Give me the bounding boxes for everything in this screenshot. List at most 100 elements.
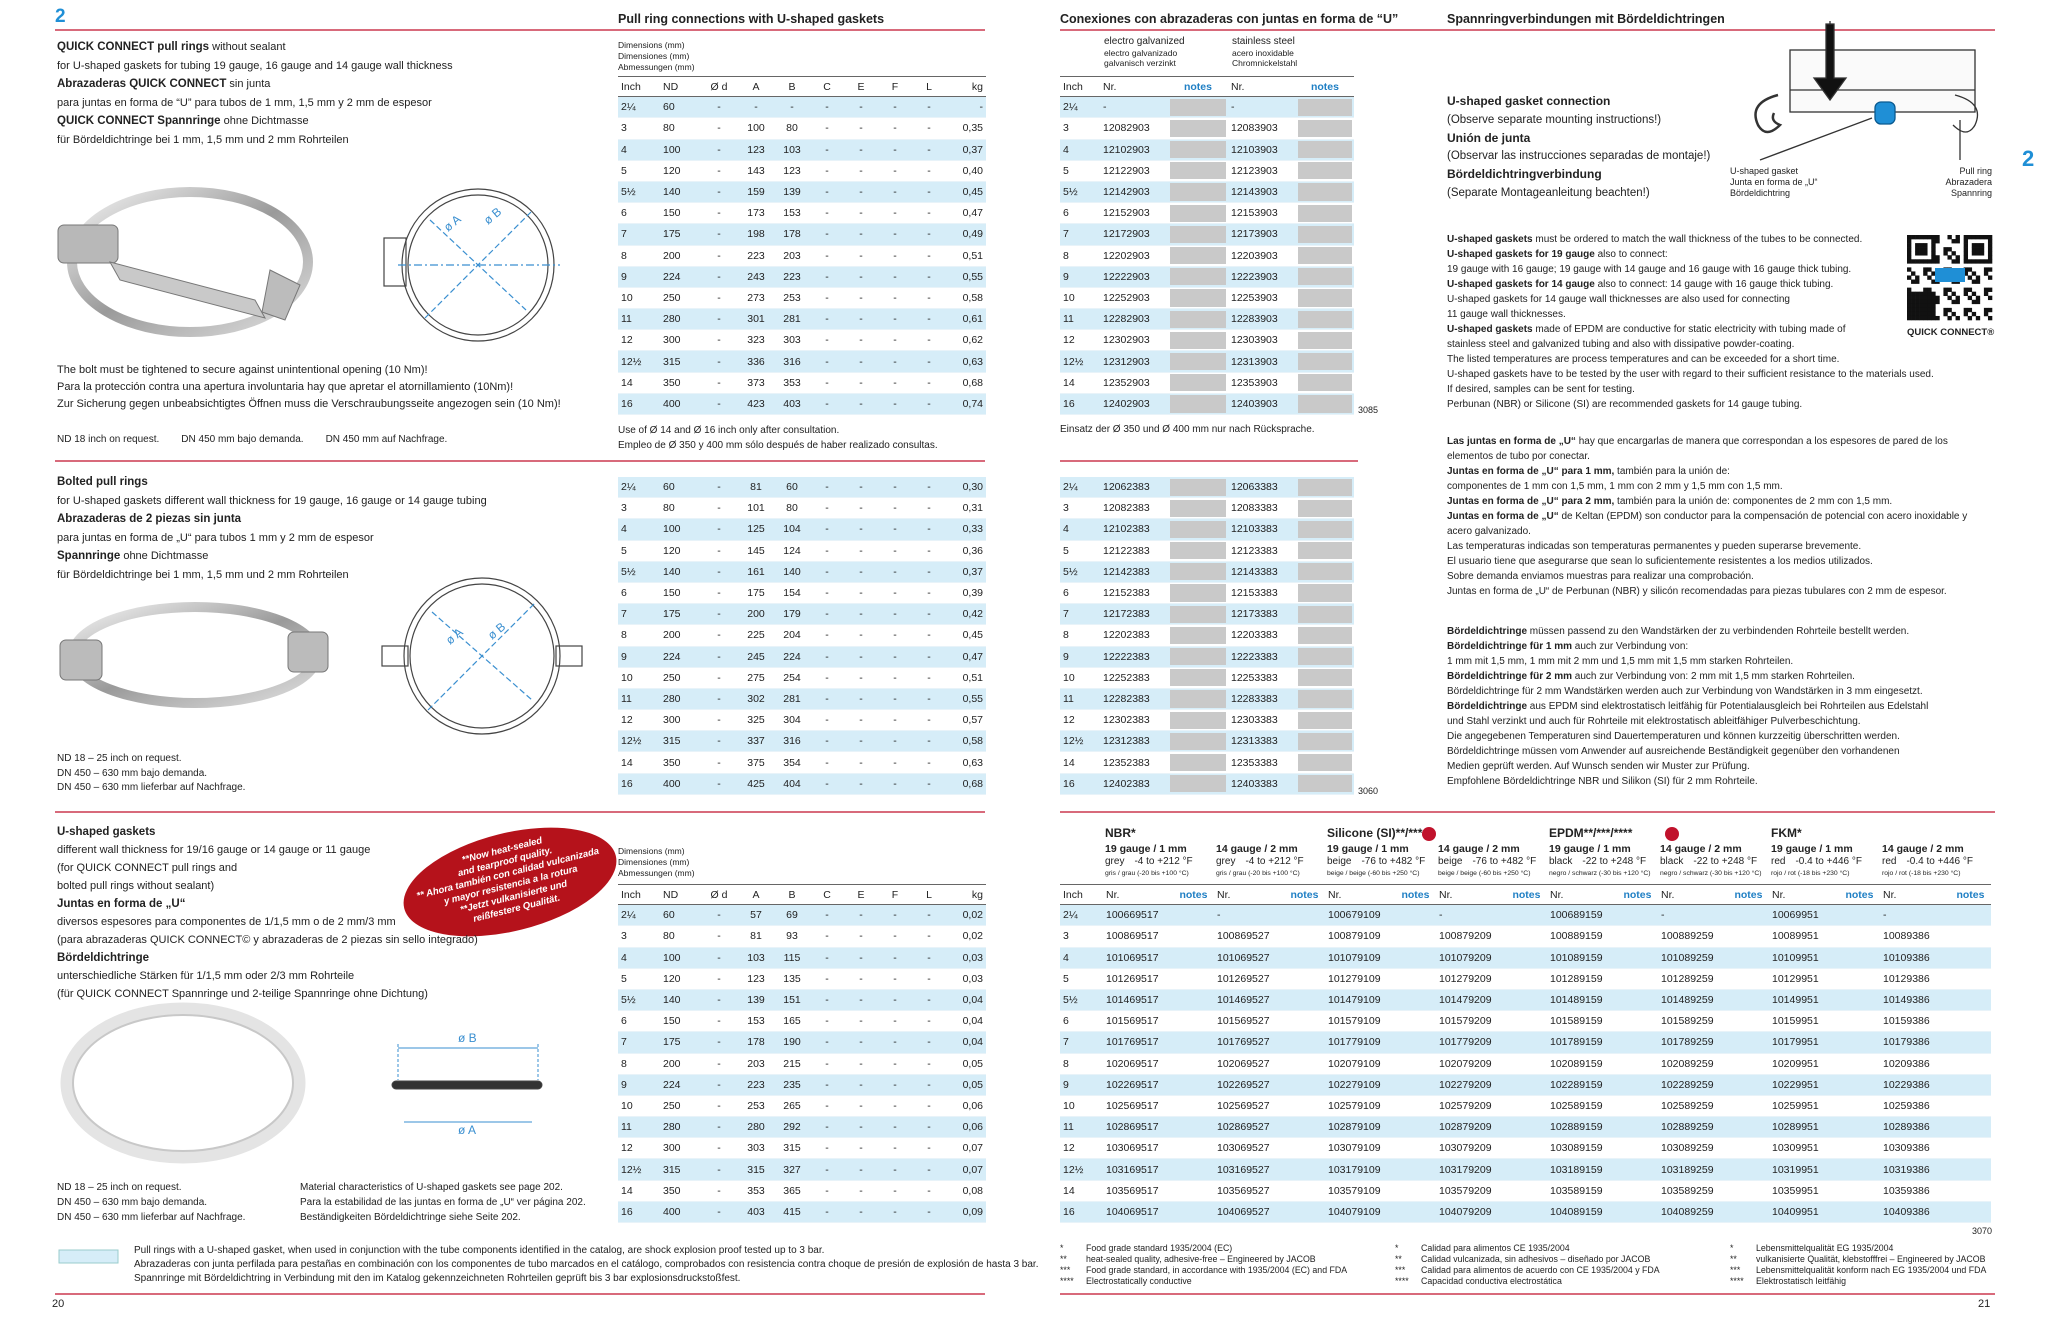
notes-cell [1397,1161,1434,1178]
material-color: beige [1438,856,1463,867]
table-row: 6 150-153 165- - - -0,04 [618,1011,986,1033]
table-cell: 375 [747,756,765,769]
qr-module [1931,311,1936,317]
qr-module [1927,299,1932,305]
pull-ring-drawing [383,188,560,342]
table-cell: 3 [621,502,627,515]
table-cell: 204 [783,629,801,642]
table-cell: 12253383 [1231,671,1278,684]
table-cell: 0,42 [962,608,983,621]
text-line: Perbunan (NBR) or Silicone (SI) are reco… [1447,397,1934,412]
qr-module [1971,251,1977,256]
footnote-text: Lebensmittelqualität konform nach EG 193… [1756,1265,1987,1275]
table-row: 6 150-173 153- - - -0,47 [618,203,986,225]
table-cell: 10409386 [1883,1205,1930,1218]
table-cell: 0,58 [962,291,983,304]
table-cell: - [825,122,829,135]
table-cell: 135 [783,972,801,985]
text-line: ND 18 – 25 inch on request. [57,1182,182,1193]
text-block: * Lebensmittelqualität EG 1935/2004 ** vulk… [1730,1243,1986,1287]
table-cell: 223 [783,270,801,283]
table-cell: 12352903 [1103,376,1150,389]
bold-text: Bördeldichtringe [57,952,150,964]
table-cell: 178 [747,1036,765,1049]
table-cell: - [717,544,721,557]
notes-cell [1619,928,1656,945]
table-cell: 4 [1063,523,1069,536]
table-cell: 80 [786,122,798,135]
table-cell: - [717,397,721,410]
table-cell: - [825,376,829,389]
notes-cell [1298,563,1352,581]
table-cell: - [893,313,897,326]
table-cell: 245 [747,650,765,663]
dimension-label: ø A [443,625,466,647]
material-name: NBR* [1105,826,1136,840]
table-cell: 0,03 [962,972,983,985]
table-cell: - [859,101,863,114]
table-cell: 10159951 [1772,1015,1819,1028]
text-line: El usuario tiene que asegurarse que sean… [1447,554,1967,569]
notes-cell [1298,374,1352,392]
text-block: ND 18 – 25 inch on request. DN 450 – 630 … [57,1180,245,1225]
table-cell: - [927,756,931,769]
table-cell: - [927,671,931,684]
text-line: U-shaped gaskets have to be tested by th… [1447,367,1934,382]
text-line: stainless steel and galvanized tubing an… [1447,337,1934,352]
notes-cell [1298,352,1352,371]
qr-module [1935,299,1940,305]
qr-module [1927,235,1932,240]
material-name: FKM* [1771,826,1802,840]
material-color: red [1771,856,1786,867]
table-cell: - [825,1099,829,1112]
column-header: Nr. [1106,888,1120,901]
table-cell: 12252903 [1103,291,1150,304]
text-line: Dimensiones (mm) [618,51,690,61]
bold-text: U-shaped gaskets [57,826,156,838]
table-cell: - [893,909,897,922]
table-cell: - [825,608,829,621]
material-icons [1422,827,1679,841]
table-row: 11 280-280 292- - - -0,06 [618,1117,986,1139]
notes-cell [1841,949,1878,966]
table-cell: - [893,972,897,985]
temperature-metric: rojo / rot (-18 bis +230 °C) [1771,870,1850,877]
text-line: The bolt must be tightened to secure aga… [57,362,561,379]
footnote: **** Electrostatically conductive [1060,1276,1347,1287]
table-cell: 104079209 [1439,1205,1492,1218]
table-cell: 0,06 [962,1121,983,1134]
table-cell: 153 [747,1015,765,1028]
table-cell: - [893,1121,897,1134]
qr-module [1927,303,1932,309]
table-cell: - [717,291,721,304]
qr-module [1987,243,1993,248]
table-cell: - [859,1121,863,1134]
table-cell: - [859,1057,863,1070]
qr-module [1915,251,1920,256]
table-row: 5½ 140-159 139- - - -0,45 [618,181,986,204]
table-row: 10 250-275 254- - - -0,51 [618,667,986,689]
footnote-text: vulkanisierte Qualität, klebstofffrei – … [1756,1254,1986,1264]
gauge-label: 14 gauge / 2 mm [1216,843,1298,855]
table-row: 9 102269517 102269527 102279109 102279209 102… [1060,1074,1991,1096]
table-cell: 203 [783,249,801,262]
table-cell: 200 [663,629,681,642]
table-cell: 115 [783,951,801,964]
table-cell: 9 [621,650,627,663]
table-row: 12 300-325 304- - - -0,57 [618,710,986,732]
qr-module [1923,291,1928,297]
table-cell: 400 [663,777,681,790]
table-cell: 101469527 [1217,994,1270,1007]
text-line: different wall thickness for 19/16 gauge… [57,841,478,859]
table-cell: - [717,735,721,748]
table-row: 14 103569517 103569527 103579109 103579209 10… [1060,1180,1991,1202]
column-header: Nr. [1550,888,1564,901]
column-header: B [788,80,796,93]
column-header: Ø d [710,888,728,901]
notes-cell [1508,1119,1545,1136]
table-cell: 336 [747,355,765,368]
table-cell: 0,37 [962,143,983,156]
table-cell: 203 [747,1057,765,1070]
table-cell: - [893,502,897,515]
notes-cell [1841,970,1878,987]
